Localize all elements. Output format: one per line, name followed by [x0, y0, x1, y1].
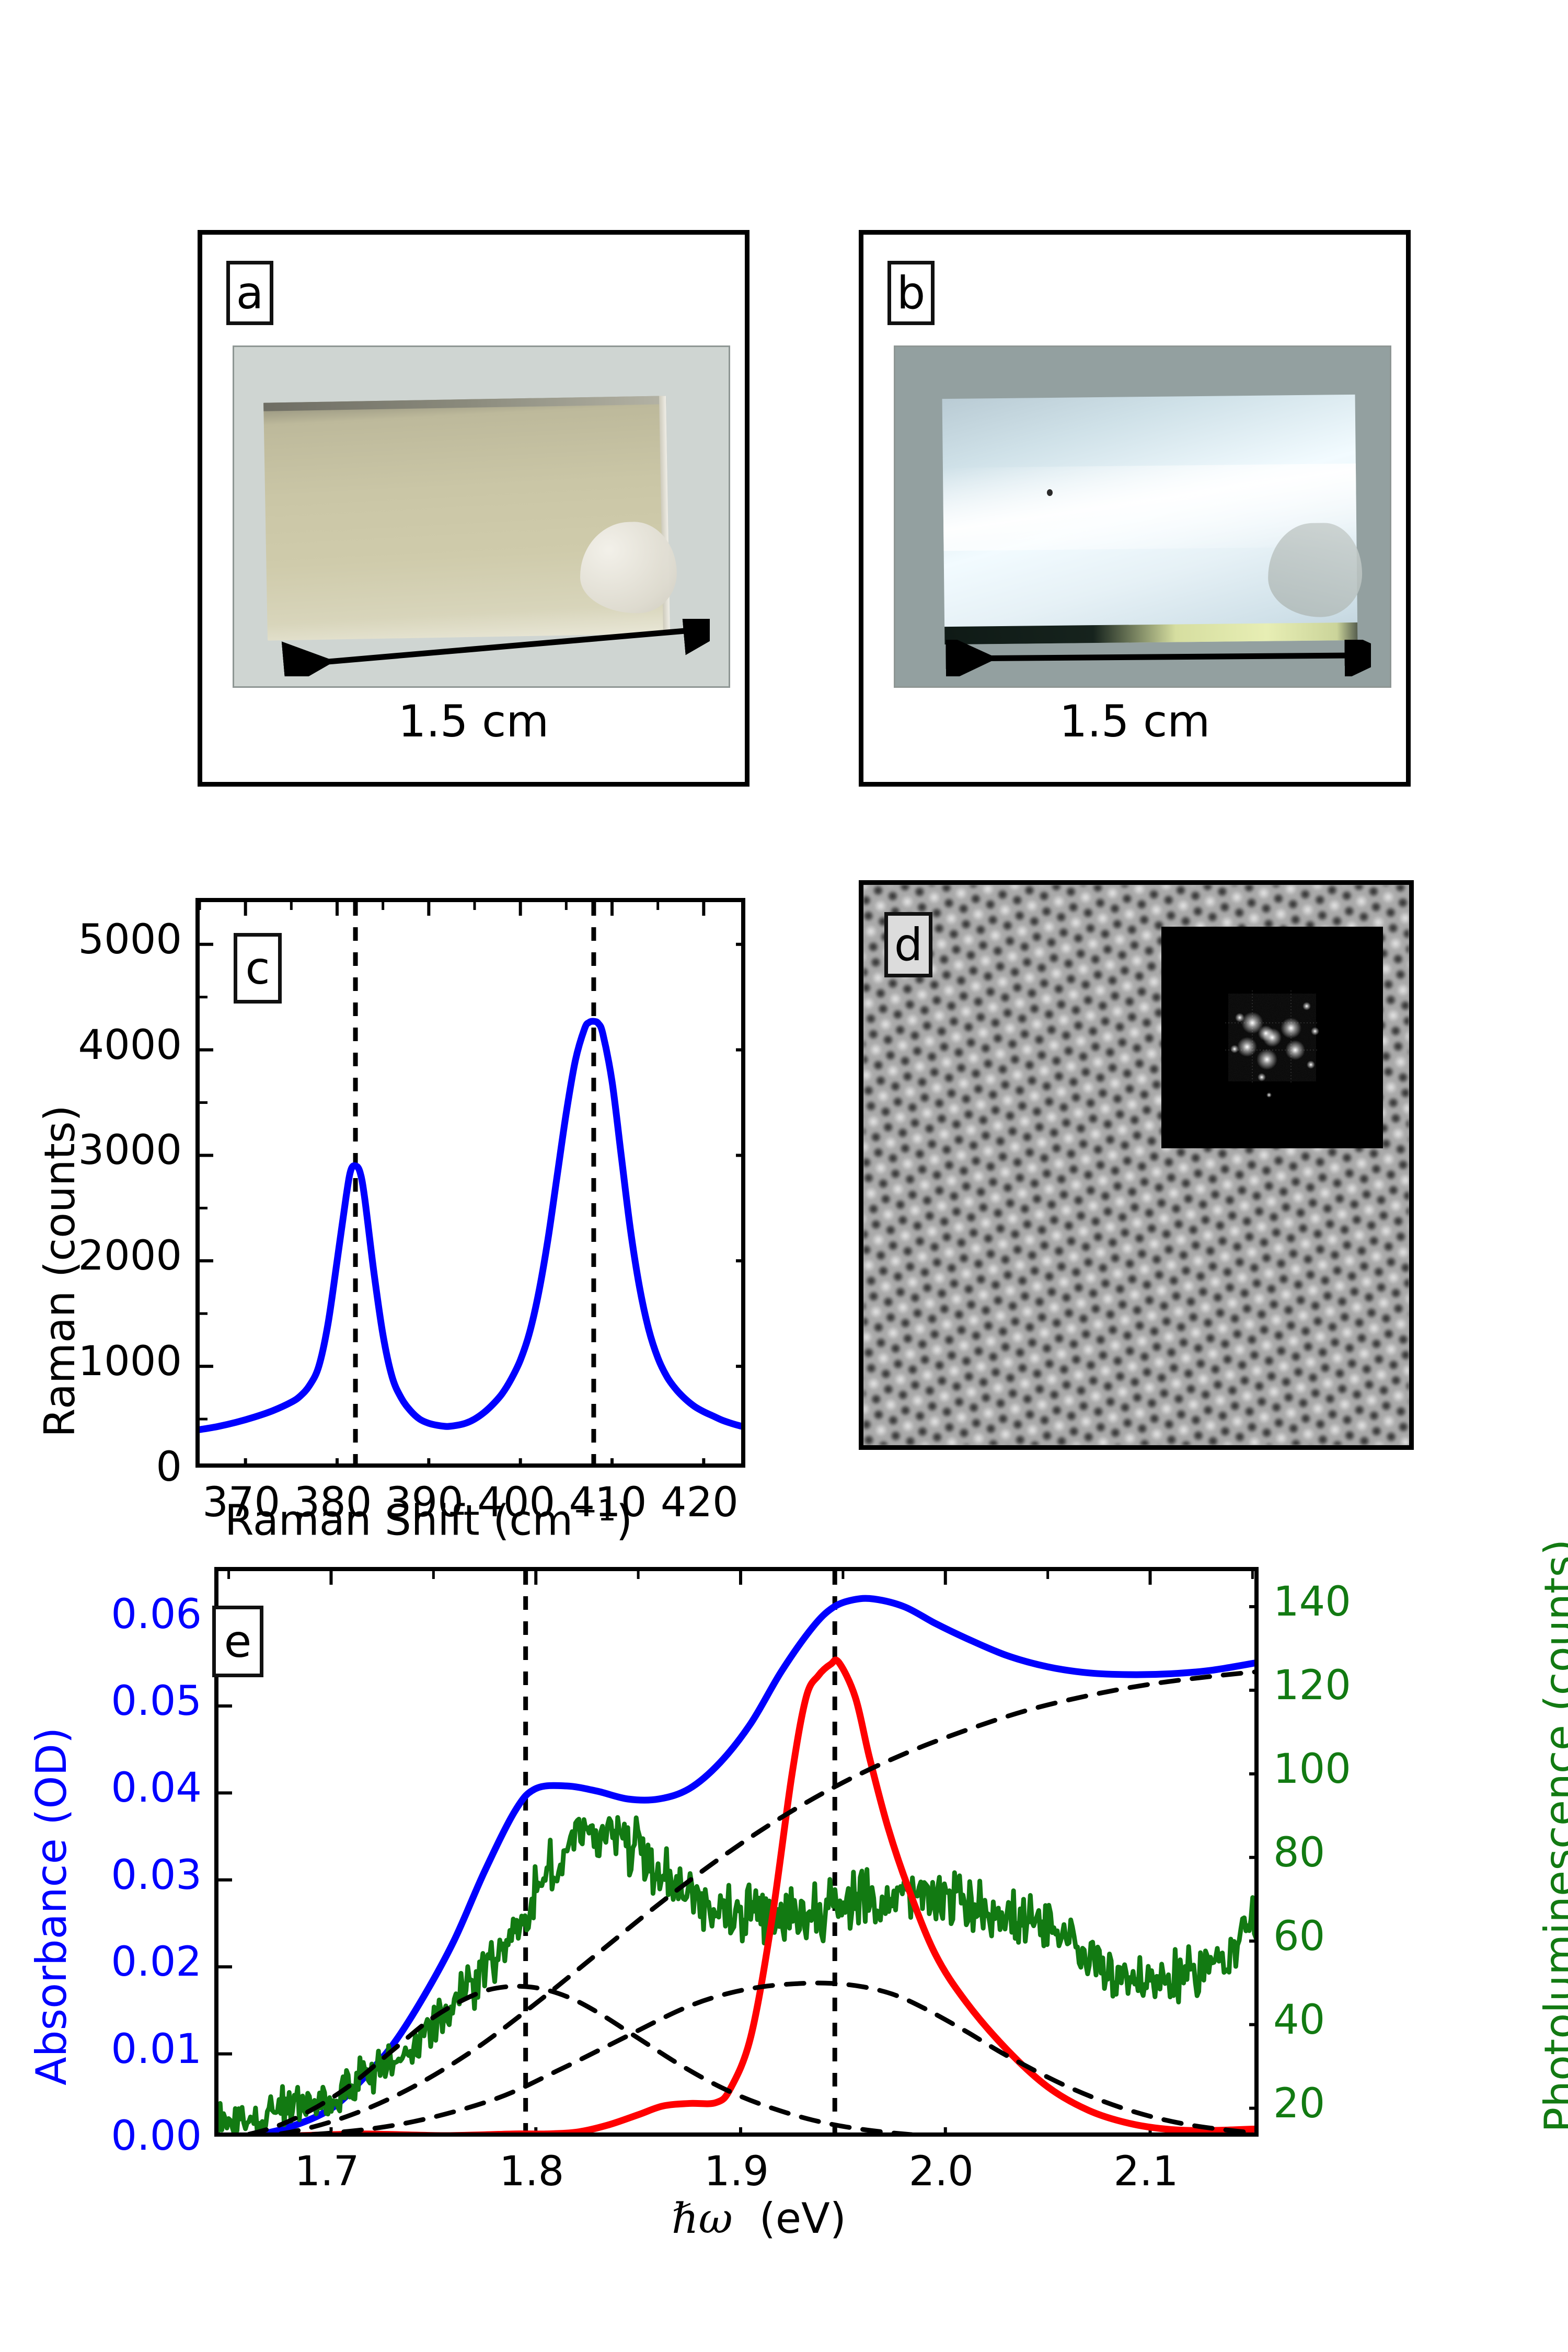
- panel-c-ytick: 0: [156, 1444, 182, 1491]
- panel-e-right-axis-label: Photoluminescence (counts): [1536, 1539, 1568, 2132]
- panel-c-axes: [195, 898, 745, 1468]
- panel-e-left-ytick: 0.06: [111, 1590, 202, 1638]
- hbar-omega-symbol: ℏω: [672, 2194, 733, 2243]
- panel-e-left-ytick: 0.05: [111, 1677, 202, 1725]
- panel-e-right-ytick: 100: [1273, 1745, 1351, 1793]
- panel-c-xtick: 400: [477, 1479, 556, 1526]
- panel-e-xtick: 2.0: [908, 2148, 974, 2195]
- panel-e-axes: [214, 1567, 1259, 2137]
- panel-e-left-ytick: 0.02: [111, 1939, 202, 1986]
- panel-e-left-ytick: 0.01: [111, 2025, 202, 2073]
- panel-b-scale-arrow: [937, 640, 1371, 676]
- panel-c: c 370 380 390 400 410 420 0 1000 2000 3000 4000 50…: [0, 857, 784, 1552]
- panel-c-xtick: 370: [202, 1479, 281, 1526]
- panel-e-left-axis-text: Absorbance (OD): [27, 1727, 76, 2085]
- panel-c-ytick: 4000: [78, 1021, 182, 1069]
- panel-d-tag-label: d: [894, 918, 923, 971]
- panel-c-xtick: 390: [385, 1479, 464, 1526]
- panel-c-xtick: 380: [294, 1479, 372, 1526]
- panel-c-ytick: 1000: [78, 1338, 182, 1386]
- panel-e-left-ytick: 0.00: [111, 2113, 202, 2160]
- panel-a-tag: a: [226, 261, 273, 325]
- panel-e-right-ytick: 60: [1273, 1912, 1325, 1960]
- panel-b-tag: b: [887, 261, 935, 325]
- panel-e-xtick: 2.1: [1113, 2148, 1179, 2195]
- panel-e-xtick: 1.9: [704, 2148, 769, 2195]
- panel-e-right-ytick: 20: [1273, 2080, 1325, 2127]
- panel-c-x-axis-label: Raman Shift (cm−1): [225, 1494, 633, 1545]
- panel-c-ytick: 3000: [78, 1127, 182, 1174]
- panel-c-ytick: 5000: [78, 916, 182, 963]
- glass-slide-amber: [263, 396, 678, 641]
- panel-e-right-ytick: 140: [1273, 1578, 1351, 1625]
- fft-diffraction-inset: [1161, 927, 1383, 1148]
- panel-c-xtick: 410: [569, 1479, 647, 1526]
- panel-e-xtick: 1.7: [294, 2148, 360, 2195]
- panel-c-ytick: 2000: [78, 1232, 182, 1280]
- panel-e-right-ytick: 120: [1273, 1662, 1351, 1709]
- panel-a-scale-arrow: [271, 619, 710, 676]
- panel-a-tag-label: a: [236, 267, 264, 319]
- panel-e-xtick: 1.8: [499, 2148, 564, 2195]
- panel-e-x-axis-label: ℏω (eV): [672, 2194, 846, 2243]
- panel-b-photo: [894, 345, 1391, 688]
- x-unit-exponent: −1: [573, 1494, 616, 1528]
- panel-e: e 1.7 1.8 1.9 2.0 2.1 0.00 0.01 0.02 0.03 0.04 0.…: [0, 1539, 1568, 2352]
- panel-e-left-ytick: 0.03: [111, 1851, 202, 1899]
- panel-a: a: [198, 230, 750, 787]
- panel-e-left-ytick: 0.04: [111, 1765, 202, 1812]
- panel-b-tag-label: b: [896, 267, 926, 319]
- panel-b: b: [859, 230, 1411, 787]
- panel-e-right-axis-text: Photoluminescence (counts): [1536, 1539, 1568, 2132]
- panel-c-y-axis-text: Raman (counts): [36, 1105, 84, 1437]
- panel-e-left-axis-label: Absorbance (OD): [27, 1727, 76, 2085]
- panel-e-right-ytick: 80: [1273, 1829, 1325, 1876]
- panel-c-xtick: 420: [660, 1479, 739, 1526]
- panel-b-scale-label: 1.5 cm: [1059, 696, 1210, 747]
- panel-d: d: [859, 880, 1414, 1450]
- panel-a-scale-label: 1.5 cm: [398, 696, 549, 747]
- panel-d-tag: d: [884, 912, 932, 977]
- panel-e-right-ytick: 40: [1273, 1996, 1325, 2044]
- panel-e-tag: e: [212, 1606, 263, 1677]
- panel-c-tag: c: [234, 933, 282, 1004]
- panel-e-tag-label: e: [224, 1615, 252, 1668]
- panel-c-tag-label: c: [245, 942, 270, 995]
- panel-a-photo: [233, 345, 730, 688]
- dust-speck: [1047, 489, 1053, 496]
- glass-slide-blue: [942, 394, 1363, 645]
- panel-c-y-axis-label: Raman (counts): [36, 1105, 84, 1437]
